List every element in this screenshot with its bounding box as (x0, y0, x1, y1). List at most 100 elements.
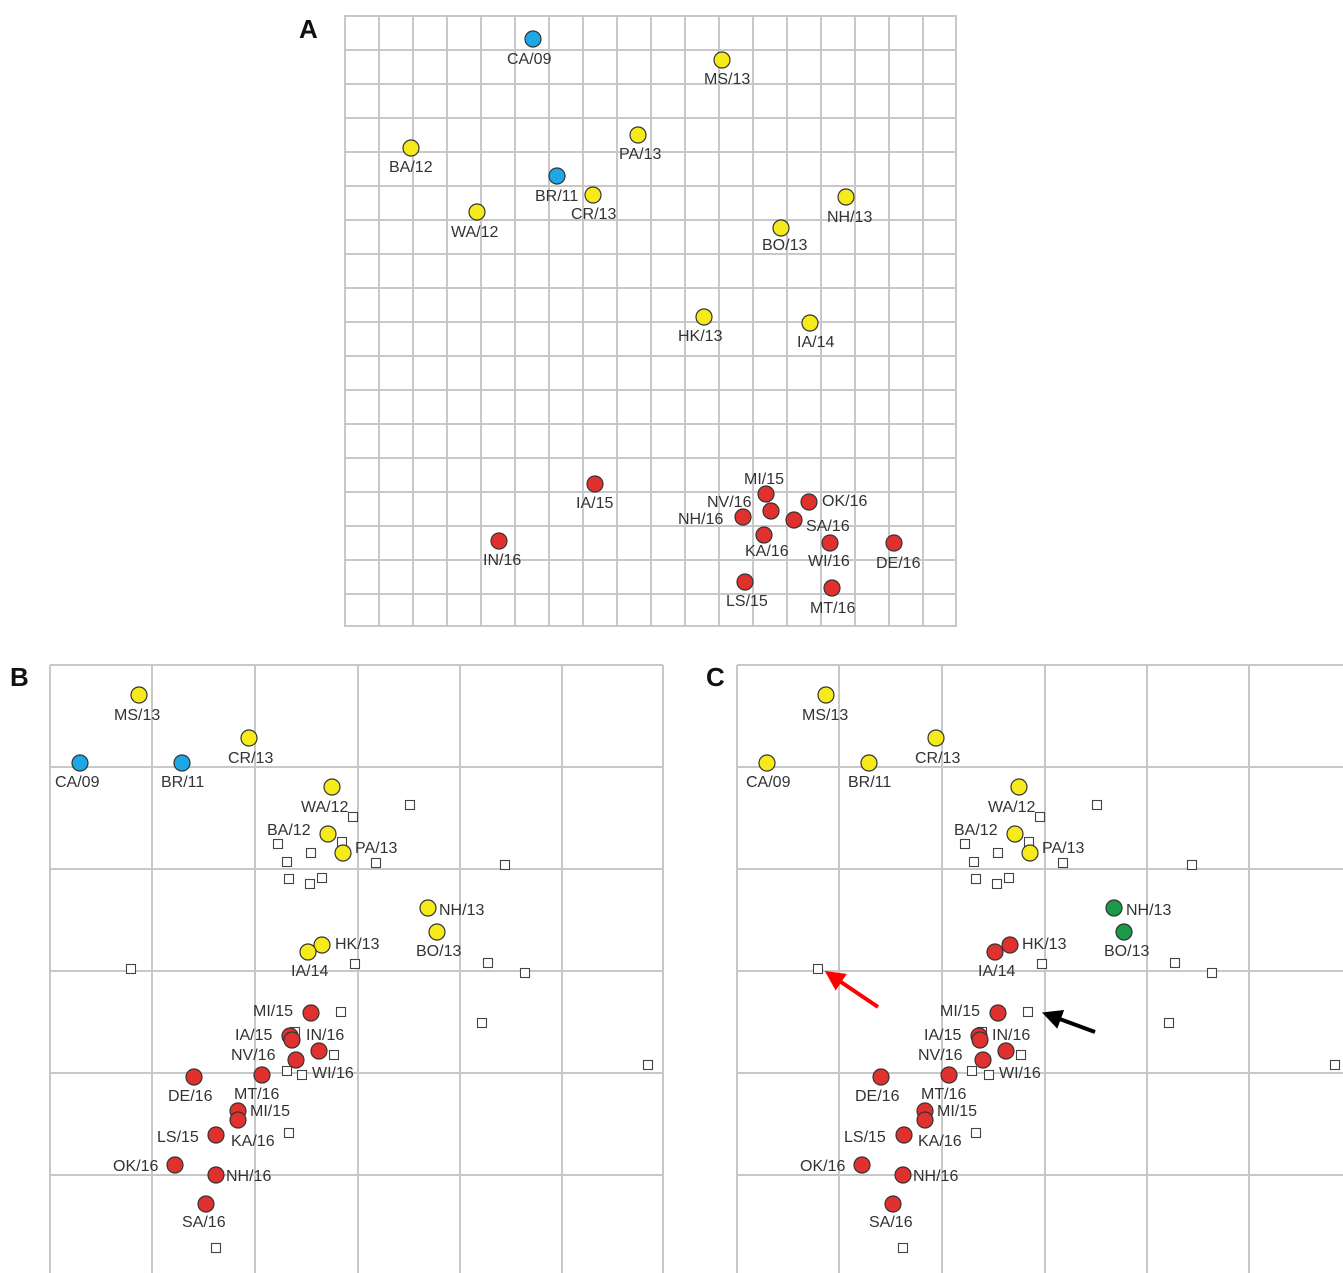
antigen-point (1001, 936, 1019, 954)
serum-square (970, 1127, 982, 1139)
point-label: MT/16 (921, 1086, 966, 1103)
point-label: MI/15 (253, 1003, 293, 1020)
point-label: SA/16 (869, 1214, 913, 1231)
antigen-point (229, 1111, 247, 1129)
point-label: MS/13 (704, 71, 750, 88)
serum-square (476, 1017, 488, 1029)
point-label: HK/13 (335, 936, 380, 953)
serum-square (1022, 1006, 1034, 1018)
point-label: CR/13 (228, 750, 273, 767)
antigen-point (755, 526, 773, 544)
point-label: WA/12 (988, 799, 1036, 816)
point-label: DE/16 (855, 1088, 900, 1105)
antigen-point (428, 923, 446, 941)
antigen-point (419, 899, 437, 917)
point-label: KA/16 (745, 543, 789, 560)
antigen-point (299, 943, 317, 961)
serum-square (370, 857, 382, 869)
antigen-point (853, 1156, 871, 1174)
antigen-point (927, 729, 945, 747)
antigen-point (319, 825, 337, 843)
red-arrow (824, 971, 880, 1009)
antigen-point (940, 1066, 958, 1084)
point-label: IA/14 (291, 963, 328, 980)
antigen-point (986, 943, 1004, 961)
serum-square (959, 838, 971, 850)
point-label: BA/12 (389, 159, 433, 176)
serum-square (519, 967, 531, 979)
panel-letter: B (10, 662, 29, 692)
antigen-point (997, 1042, 1015, 1060)
serum-square (966, 1065, 978, 1077)
serum-square (281, 1065, 293, 1077)
point-label: HK/13 (678, 328, 723, 345)
point-label: NH/16 (678, 511, 723, 528)
antigen-point (185, 1068, 203, 1086)
antigen-point (785, 511, 803, 529)
panel-b: B MS/13 CR/13 CA/09 BR/11 WA/12 BA/12 PA/13 NH/1… (10, 662, 664, 1273)
antigen-point (894, 1166, 912, 1184)
antigen-point (548, 167, 566, 185)
serum-square (482, 957, 494, 969)
point-label: PA/13 (1042, 840, 1085, 857)
serum-square (1169, 957, 1181, 969)
antigen-point (885, 534, 903, 552)
point-label: MT/16 (810, 600, 855, 617)
point-label: MI/15 (250, 1103, 290, 1120)
antigen-point (695, 308, 713, 326)
point-label: NH/16 (226, 1168, 271, 1185)
antigen-point (734, 508, 752, 526)
point-label: NH/13 (1126, 902, 1171, 919)
point-label: BA/12 (267, 822, 311, 839)
antigen-point (974, 1051, 992, 1069)
serum-square (296, 1069, 308, 1081)
point-label: CR/13 (571, 206, 616, 223)
serum-square (499, 859, 511, 871)
antigen-point (313, 936, 331, 954)
point-label: IA/15 (235, 1027, 272, 1044)
antigen-point (283, 1031, 301, 1049)
point-label: BO/13 (1104, 943, 1149, 960)
point-label: CA/09 (507, 51, 552, 68)
serum-square (642, 1059, 654, 1071)
antigen-point (402, 139, 420, 157)
serum-square (210, 1242, 222, 1254)
point-label: BA/12 (954, 822, 998, 839)
point-label: IA/14 (797, 334, 834, 351)
point-label: CR/13 (915, 750, 960, 767)
serum-square (968, 856, 980, 868)
point-label: IA/15 (576, 495, 613, 512)
serum-square (1186, 859, 1198, 871)
antigen-point (821, 534, 839, 552)
serum-square (125, 963, 137, 975)
serum-square (1036, 958, 1048, 970)
point-label: CA/09 (55, 774, 100, 791)
antigen-point (884, 1195, 902, 1213)
antigen-point (713, 51, 731, 69)
antigen-point (736, 573, 754, 591)
point-label: BO/13 (416, 943, 461, 960)
point-label: MT/16 (234, 1086, 279, 1103)
point-label: IN/16 (992, 1027, 1030, 1044)
point-label: BR/11 (535, 188, 578, 205)
serum-square (283, 1127, 295, 1139)
antigen-point (173, 754, 191, 772)
antigen-point (524, 30, 542, 48)
antigen-point (207, 1126, 225, 1144)
antigen-point (762, 502, 780, 520)
antigen-point (801, 314, 819, 332)
antigen-point (468, 203, 486, 221)
point-label: WI/16 (808, 553, 850, 570)
serum-square (970, 873, 982, 885)
point-label: DE/16 (168, 1088, 213, 1105)
point-label: WA/12 (451, 224, 499, 241)
antigen-point (240, 729, 258, 747)
serum-square (1015, 1049, 1027, 1061)
point-label: IA/15 (924, 1027, 961, 1044)
point-label: BR/11 (848, 774, 891, 791)
black-arrow (1041, 1009, 1096, 1034)
serum-square (349, 958, 361, 970)
antigen-point (302, 1004, 320, 1022)
point-label: WI/16 (999, 1065, 1041, 1082)
